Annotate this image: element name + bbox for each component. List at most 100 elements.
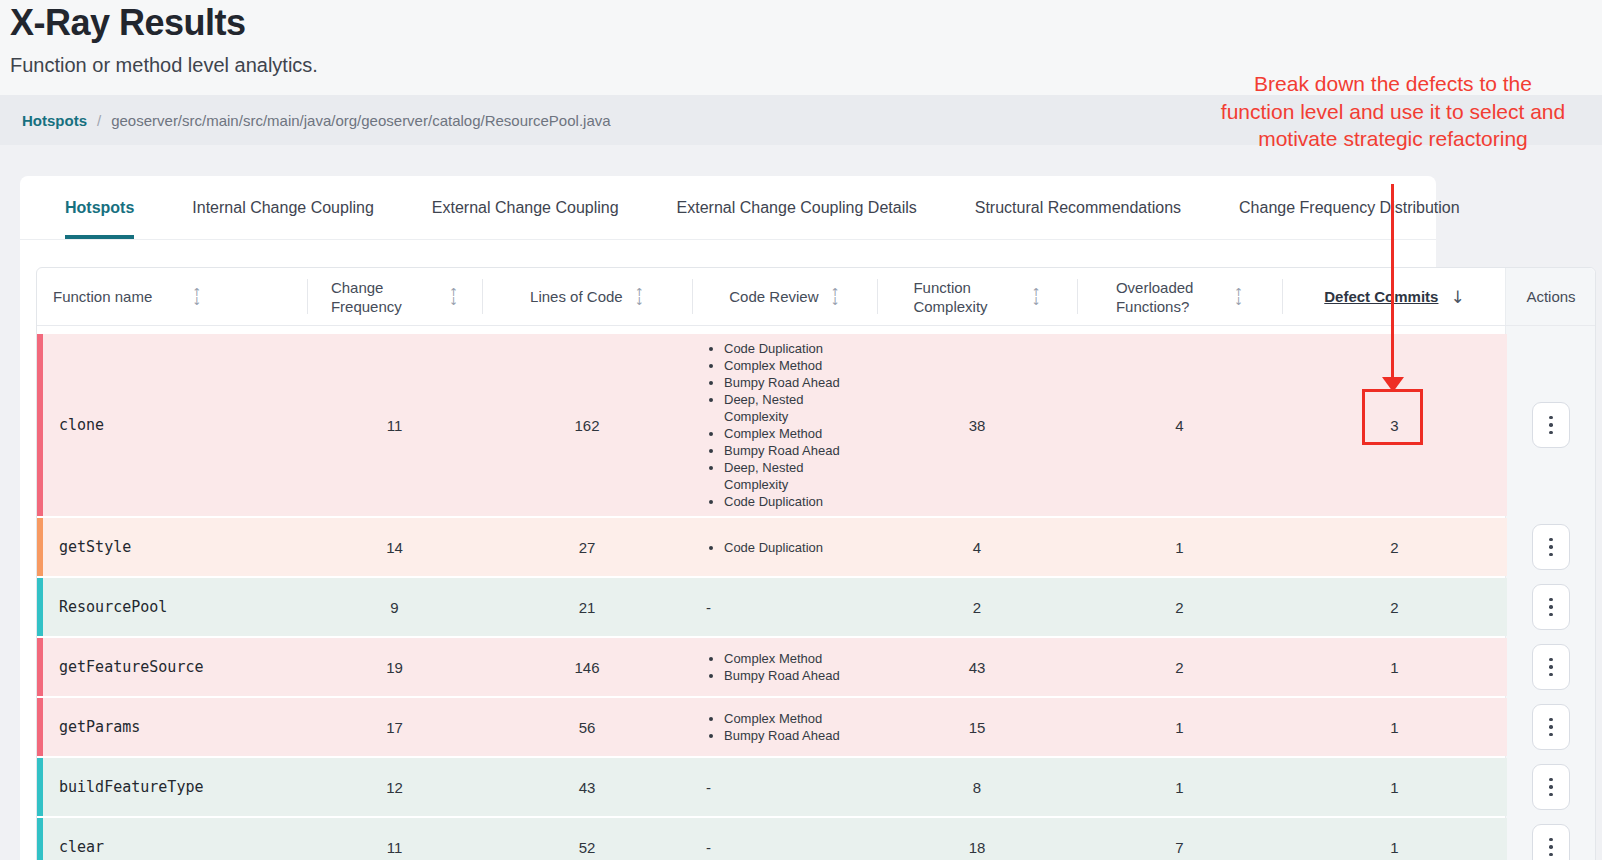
actions-cell	[1507, 758, 1595, 816]
kebab-icon	[1549, 838, 1553, 842]
sort-icon: ↑↓	[831, 288, 840, 306]
row-actions-button[interactable]	[1532, 644, 1570, 690]
code-review-cell: -	[692, 758, 877, 816]
overloaded-functions-cell: 4	[1077, 334, 1282, 516]
actions-cell	[1507, 698, 1595, 756]
column-label: Defect Commits	[1324, 288, 1438, 305]
overloaded-functions-cell: 2	[1077, 578, 1282, 636]
column-label: Code Review	[729, 288, 818, 305]
tab-change-frequency-distribution[interactable]: Change Frequency Distribution	[1210, 176, 1489, 239]
column-label: Overloaded Functions?	[1116, 278, 1222, 316]
defect-commits-cell: 2	[1282, 518, 1507, 576]
function-name-cell: getStyle	[37, 518, 307, 576]
table-row: ResourcePool 9 21 - 2 2 2	[37, 578, 1595, 636]
code-review-cell: -	[692, 578, 877, 636]
sort-icon: ↑↓	[192, 288, 201, 306]
actions-cell	[1507, 818, 1595, 860]
page-subtitle: Function or method level analytics.	[10, 54, 318, 77]
column-header-defect-commits[interactable]: Defect Commits↓	[1282, 268, 1507, 325]
function-complexity-cell: 38	[877, 334, 1077, 516]
lines-of-code-cell: 27	[482, 518, 692, 576]
column-header-function-complexity[interactable]: Function Complexity ↑↓	[877, 268, 1077, 325]
function-complexity-cell: 2	[877, 578, 1077, 636]
table-row: getStyle 14 27 Code Duplication 4 1 2	[37, 518, 1595, 576]
kebab-icon	[1549, 598, 1553, 602]
change-frequency-cell: 11	[307, 334, 482, 516]
column-label: Change Frequency	[331, 278, 437, 316]
change-frequency-cell: 11	[307, 818, 482, 860]
breadcrumb-separator: /	[97, 112, 101, 129]
tab-structural-recommendations[interactable]: Structural Recommendations	[946, 176, 1210, 239]
table-row: getFeatureSource 19 146 Complex MethodBu…	[37, 638, 1595, 696]
change-frequency-cell: 17	[307, 698, 482, 756]
annotation-arrow-line	[1391, 184, 1394, 378]
column-header-code-review[interactable]: Code Review ↑↓	[692, 268, 877, 325]
actions-cell	[1507, 334, 1595, 516]
breadcrumb-link-hotspots[interactable]: Hotspots	[22, 112, 87, 129]
function-name-cell: clone	[37, 334, 307, 516]
function-complexity-cell: 15	[877, 698, 1077, 756]
tab-external-change-coupling[interactable]: External Change Coupling	[403, 176, 648, 239]
function-complexity-cell: 18	[877, 818, 1077, 860]
actions-cell	[1507, 638, 1595, 696]
lines-of-code-cell: 146	[482, 638, 692, 696]
tab-external-change-coupling-details[interactable]: External Change Coupling Details	[648, 176, 946, 239]
column-label: Function Complexity	[913, 278, 1019, 316]
change-frequency-cell: 19	[307, 638, 482, 696]
defect-commits-cell: 2	[1282, 578, 1507, 636]
code-review-cell: Complex MethodBumpy Road Ahead	[692, 698, 877, 756]
row-actions-button[interactable]	[1532, 824, 1570, 860]
function-name-cell: clear	[37, 818, 307, 860]
table-row: clear 11 52 - 18 7 1	[37, 818, 1595, 860]
sort-icon: ↑↓	[1234, 288, 1243, 306]
row-actions-button[interactable]	[1532, 764, 1570, 810]
actions-cell	[1507, 578, 1595, 636]
column-header-lines-of-code[interactable]: Lines of Code ↑↓	[482, 268, 692, 325]
kebab-icon	[1549, 416, 1553, 420]
function-name-cell: ResourcePool	[37, 578, 307, 636]
annotation-highlight-box	[1362, 389, 1423, 445]
row-actions-button[interactable]	[1532, 402, 1570, 448]
tab-hotspots[interactable]: Hotspots	[36, 176, 163, 239]
sort-icon: ↑↓	[635, 288, 644, 306]
overloaded-functions-cell: 1	[1077, 758, 1282, 816]
overloaded-functions-cell: 1	[1077, 698, 1282, 756]
column-header-overloaded-functions-[interactable]: Overloaded Functions? ↑↓	[1077, 268, 1282, 325]
column-label: Actions	[1526, 288, 1575, 305]
defect-commits-cell: 1	[1282, 698, 1507, 756]
sort-icon: ↑↓	[1031, 288, 1040, 306]
row-actions-button[interactable]	[1532, 704, 1570, 750]
table-header-row: Function name↑↓Change Frequency↑↓Lines o…	[37, 268, 1595, 326]
overloaded-functions-cell: 7	[1077, 818, 1282, 860]
overloaded-functions-cell: 2	[1077, 638, 1282, 696]
tab-internal-change-coupling[interactable]: Internal Change Coupling	[163, 176, 402, 239]
function-name-cell: buildFeatureType	[37, 758, 307, 816]
table-row: buildFeatureType 12 43 - 8 1 1	[37, 758, 1595, 816]
column-header-change-frequency[interactable]: Change Frequency↑↓	[307, 268, 482, 325]
defect-commits-cell: 1	[1282, 758, 1507, 816]
lines-of-code-cell: 43	[482, 758, 692, 816]
tab-bar: HotspotsInternal Change CouplingExternal…	[20, 176, 1436, 240]
function-complexity-cell: 4	[877, 518, 1077, 576]
row-actions-button[interactable]	[1532, 524, 1570, 570]
function-name-cell: getParams	[37, 698, 307, 756]
code-review-cell: Complex MethodBumpy Road Ahead	[692, 638, 877, 696]
row-actions-button[interactable]	[1532, 584, 1570, 630]
defect-commits-cell: 1	[1282, 638, 1507, 696]
lines-of-code-cell: 52	[482, 818, 692, 860]
code-review-cell: Code Duplication	[692, 518, 877, 576]
kebab-icon	[1549, 718, 1553, 722]
actions-cell	[1507, 518, 1595, 576]
code-review-cell: -	[692, 818, 877, 860]
overloaded-functions-cell: 1	[1077, 518, 1282, 576]
lines-of-code-cell: 21	[482, 578, 692, 636]
change-frequency-cell: 12	[307, 758, 482, 816]
column-header-function-name[interactable]: Function name ↑↓	[37, 268, 307, 325]
column-label: Lines of Code	[530, 288, 623, 305]
function-complexity-cell: 8	[877, 758, 1077, 816]
page-title: X-Ray Results	[10, 2, 246, 44]
function-name-cell: getFeatureSource	[37, 638, 307, 696]
kebab-icon	[1549, 658, 1553, 662]
table-row: getParams 17 56 Complex MethodBumpy Road…	[37, 698, 1595, 756]
column-label: Function name	[53, 288, 152, 305]
